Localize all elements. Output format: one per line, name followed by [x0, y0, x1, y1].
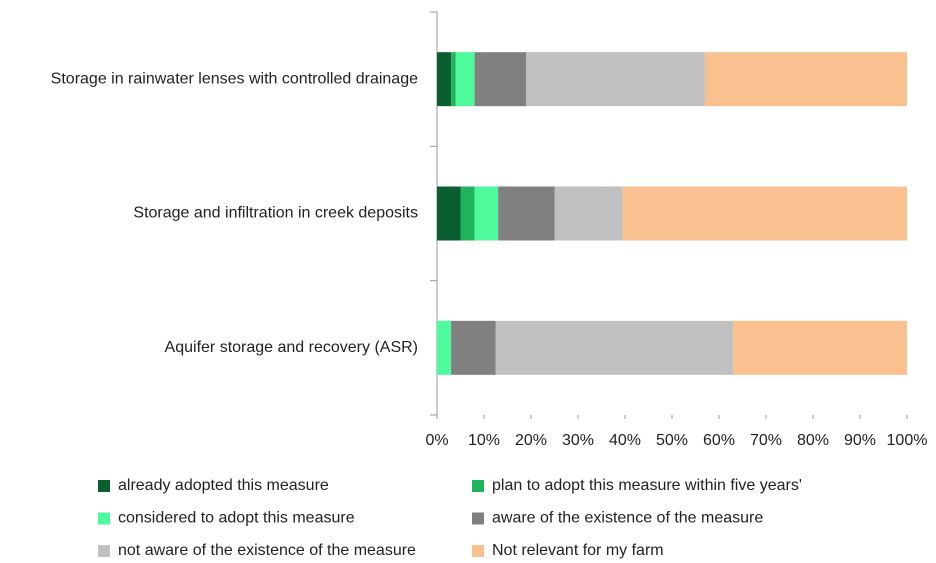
legend-label: aware of the existence of the measure: [492, 510, 763, 527]
y-tick-label: Storage and infiltration in creek deposi…: [133, 205, 418, 222]
x-tick-label: 0%: [425, 432, 448, 449]
bar-segment: [554, 186, 623, 241]
legend-swatch: [98, 480, 110, 492]
bar-segment: [474, 52, 527, 107]
legend-swatch: [472, 480, 484, 492]
bar-segment: [437, 52, 452, 107]
bar-segment: [622, 186, 907, 241]
x-tick-label: 50%: [656, 432, 688, 449]
bar-segment: [474, 186, 499, 241]
bar-segment: [455, 52, 475, 107]
y-tick-label: Storage in rainwater lenses with control…: [51, 70, 418, 87]
x-tick-label: 60%: [703, 432, 735, 449]
legend-label: already adopted this measure: [118, 477, 329, 494]
x-tick-label: 90%: [844, 432, 876, 449]
bar-segment: [498, 186, 555, 241]
x-tick-label: 70%: [750, 432, 782, 449]
bar-segment: [460, 186, 475, 241]
x-tick-label: 100%: [887, 432, 928, 449]
legend-swatch: [472, 512, 484, 525]
legend-label: not aware of the existence of the measur…: [118, 542, 416, 559]
bar-segment: [437, 186, 461, 241]
x-tick-label: 20%: [515, 432, 547, 449]
x-tick-label: 30%: [562, 432, 594, 449]
x-tick-label: 40%: [609, 432, 641, 449]
legend-label: Not relevant for my farm: [492, 542, 664, 559]
legend-label: plan to adopt this measure within five y…: [492, 477, 802, 494]
bar-segment: [495, 320, 734, 375]
y-tick-label: Aquifer storage and recovery (ASR): [165, 339, 418, 356]
bar-segment: [526, 52, 705, 107]
x-tick-label: 10%: [468, 432, 500, 449]
bar-segment: [733, 320, 907, 375]
legend-swatch: [472, 545, 484, 557]
legend-swatch: [98, 545, 110, 557]
x-tick-label: 80%: [797, 432, 829, 449]
bar-segment: [704, 52, 907, 107]
bar-segment: [437, 320, 452, 375]
legend-label: considered to adopt this measure: [118, 510, 355, 527]
bar-segment: [451, 320, 496, 375]
bar-segment: [451, 52, 456, 107]
legend-swatch: [98, 512, 110, 525]
